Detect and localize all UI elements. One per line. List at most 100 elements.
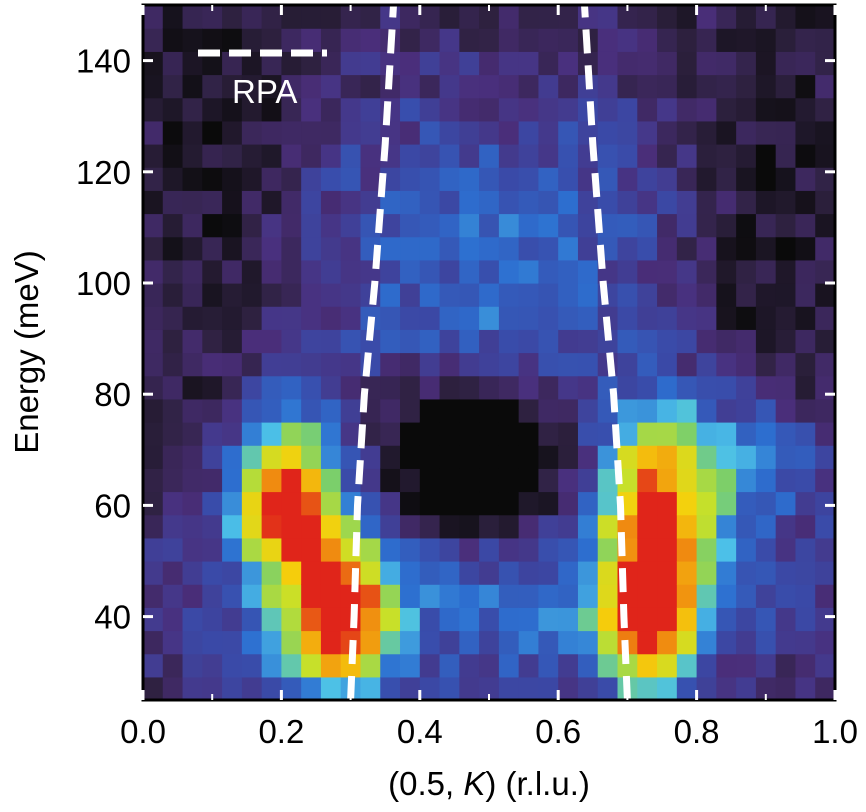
heatmap-cell (755, 584, 777, 608)
heatmap-cell (657, 236, 678, 261)
heatmap-cell (558, 28, 579, 52)
heatmap-cell (320, 653, 342, 678)
heatmap-cell (676, 97, 698, 122)
heatmap-cell (241, 74, 263, 99)
heatmap-cell (459, 676, 480, 700)
heatmap-cell (755, 398, 777, 423)
heatmap-cell (637, 306, 658, 330)
heatmap-cell (676, 120, 698, 145)
heatmap-cell (301, 5, 322, 29)
heatmap-cell (340, 190, 362, 215)
heatmap-cell (637, 51, 658, 76)
heatmap-cell (815, 306, 835, 330)
heatmap-cell (696, 74, 717, 99)
heatmap-cell (419, 607, 441, 632)
heatmap-cell (301, 630, 322, 655)
heatmap-cell (241, 144, 263, 168)
heatmap-cell (736, 653, 757, 678)
heatmap-cell (815, 352, 835, 377)
intensity-heatmap (143, 5, 835, 700)
heatmap-cell (400, 491, 421, 516)
heatmap-cell (755, 514, 777, 539)
heatmap-cell (479, 329, 500, 354)
heatmap-cell (439, 120, 460, 145)
heatmap-cell (400, 236, 421, 261)
heatmap-cell (340, 375, 362, 400)
heatmap-cell (498, 306, 520, 330)
x-tick-label: 1.0 (812, 713, 858, 750)
heatmap-cell (479, 676, 500, 700)
heatmap-cell (815, 144, 835, 168)
heatmap-cell (281, 514, 302, 539)
heatmap-cell (498, 74, 520, 99)
heatmap-cell (518, 167, 540, 191)
heatmap-cell (241, 375, 263, 400)
heatmap-cell (380, 676, 401, 700)
heatmap-cell (241, 213, 263, 238)
heatmap-cell (498, 352, 520, 377)
heatmap-cell (657, 653, 678, 678)
heatmap-cell (182, 375, 203, 400)
heatmap-cell (241, 97, 263, 122)
heatmap-cell (657, 352, 678, 377)
heatmap-cell (479, 120, 500, 145)
heatmap-cell (577, 329, 599, 354)
heatmap-cell (241, 329, 263, 354)
heatmap-cell (261, 537, 282, 562)
heatmap-cell (281, 422, 302, 446)
heatmap-cell (400, 514, 421, 539)
heatmap-cell (498, 561, 520, 585)
heatmap-cell (558, 283, 579, 307)
heatmap-cell (143, 28, 164, 52)
heatmap-cell (637, 676, 658, 700)
heatmap-cell (775, 97, 797, 122)
heatmap-cell (143, 584, 164, 608)
heatmap-cell (795, 167, 816, 191)
heatmap-cell (637, 607, 658, 632)
heatmap-cell (755, 190, 777, 215)
heatmap-cell (558, 236, 579, 261)
heatmap-cell (360, 167, 381, 191)
heatmap-cell (143, 352, 164, 377)
heatmap-cell (340, 97, 362, 122)
heatmap-cell (755, 213, 777, 238)
heatmap-cell (795, 514, 816, 539)
heatmap-cell (479, 283, 500, 307)
heatmap-cell (518, 422, 540, 446)
heatmap-cell (439, 630, 460, 655)
heatmap-cell (261, 283, 282, 307)
heatmap-cell (202, 213, 223, 238)
heatmap-cell (736, 607, 757, 632)
heatmap-cell (340, 28, 362, 52)
heatmap-cell (617, 259, 638, 284)
heatmap-cell (143, 537, 164, 562)
heatmap-cell (538, 97, 559, 122)
heatmap-cell (162, 51, 184, 76)
heatmap-cell (518, 584, 540, 608)
heatmap-cell (617, 213, 638, 238)
heatmap-cell (775, 537, 797, 562)
y-tick-label: 60 (94, 487, 131, 524)
heatmap-cell (518, 375, 540, 400)
heatmap-cell (736, 329, 757, 354)
heatmap-cell (696, 537, 717, 562)
heatmap-cell (320, 398, 342, 423)
heatmap-cell (261, 491, 282, 516)
heatmap-cell (202, 283, 223, 307)
heatmap-cell (657, 468, 678, 493)
heatmap-cell (617, 398, 638, 423)
heatmap-cell (479, 398, 500, 423)
heatmap-cell (815, 445, 835, 469)
heatmap-cell (815, 283, 835, 307)
heatmap-cell (696, 491, 717, 516)
heatmap-cell (162, 28, 184, 52)
heatmap-cell (281, 653, 302, 678)
heatmap-cell (736, 5, 757, 29)
heatmap-cell (301, 352, 322, 377)
heatmap-cell (162, 352, 184, 377)
heatmap-cell (755, 676, 777, 700)
heatmap-cell (716, 445, 737, 469)
heatmap-cell (380, 329, 401, 354)
heatmap-cell (676, 445, 698, 469)
heatmap-cell (202, 5, 223, 29)
